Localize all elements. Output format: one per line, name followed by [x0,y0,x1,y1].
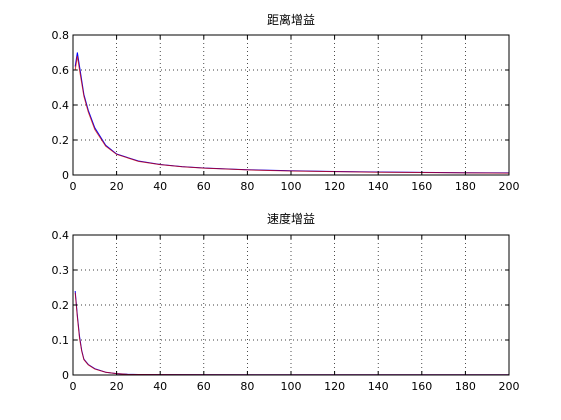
x-tick-label: 20 [110,180,124,193]
y-tick-label: 0.2 [52,299,70,312]
y-tick-label: 0.2 [52,134,70,147]
x-tick-label: 0 [70,180,77,193]
x-tick-label: 80 [240,380,254,393]
chart-title: 速度增益 [267,211,315,226]
x-tick-label: 180 [455,380,476,393]
chart-velocity-gain: 速度增益 0 20 40 60 80 100 120 140 160 180 200 0 0.1 0.2 0… [52,211,520,393]
plot-frame [72,234,510,376]
x-tick-label: 140 [368,180,389,193]
x-tick-label: 40 [153,380,167,393]
x-tick-label: 0 [70,380,77,393]
chart-title: 距离增益 [267,12,315,27]
chart-distance-gain: 距离增益 0 20 40 60 80 100 120 140 160 180 200 0 0.2 0.4 0… [52,12,520,193]
y-tick-label: 0.4 [52,229,70,242]
y-tick-label: 0.1 [52,334,70,347]
x-tick-label: 200 [499,180,520,193]
y-tick-label: 0 [62,169,69,182]
x-tick-label: 160 [411,180,432,193]
y-tick-label: 0.6 [52,64,70,77]
x-tick-label: 80 [240,180,254,193]
x-tick-label: 140 [368,380,389,393]
x-tick-label: 40 [153,180,167,193]
y-tick-label: 0.8 [52,29,70,42]
x-tick-label: 20 [110,380,124,393]
x-tick-label: 160 [411,380,432,393]
plot-frame [72,34,510,176]
y-tick-label: 0.3 [52,264,70,277]
x-tick-label: 120 [324,380,345,393]
x-tick-label: 200 [499,380,520,393]
x-tick-label: 100 [281,180,302,193]
x-tick-label: 100 [281,380,302,393]
x-tick-label: 120 [324,180,345,193]
y-tick-label: 0.4 [52,99,70,112]
x-tick-label: 60 [197,180,211,193]
x-tick-label: 60 [197,380,211,393]
x-tick-label: 180 [455,180,476,193]
y-tick-label: 0 [62,369,69,382]
